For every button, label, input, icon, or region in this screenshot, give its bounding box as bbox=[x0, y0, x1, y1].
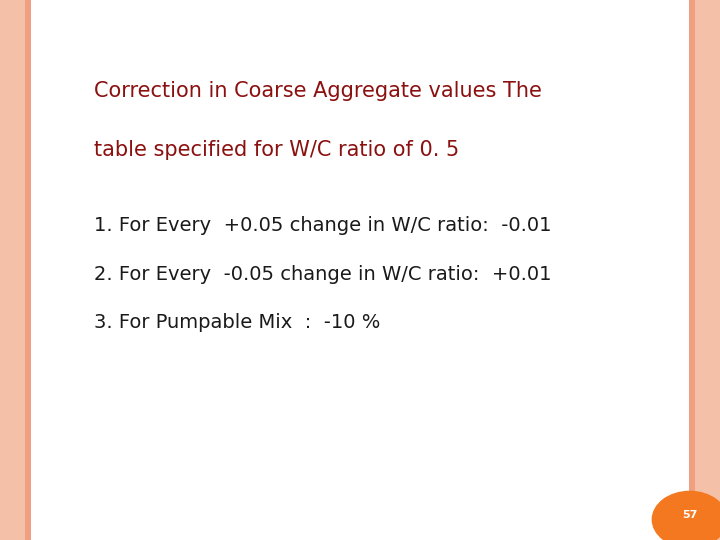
Bar bbox=[0, 0, 29, 540]
Text: 1. For Every  +0.05 change in W/C ratio:  -0.01: 1. For Every +0.05 change in W/C ratio: … bbox=[94, 216, 551, 235]
Bar bbox=[689, 0, 695, 540]
Text: table specified for W/C ratio of 0. 5: table specified for W/C ratio of 0. 5 bbox=[94, 140, 459, 160]
Text: Correction in Coarse Aggregate values The: Correction in Coarse Aggregate values Th… bbox=[94, 81, 541, 101]
Bar bbox=[691, 0, 720, 540]
Text: 2. For Every  -0.05 change in W/C ratio:  +0.01: 2. For Every -0.05 change in W/C ratio: … bbox=[94, 265, 551, 284]
Bar bbox=[25, 0, 31, 540]
Circle shape bbox=[652, 491, 720, 540]
Text: 57: 57 bbox=[682, 510, 698, 520]
Text: 3. For Pumpable Mix  :  -10 %: 3. For Pumpable Mix : -10 % bbox=[94, 313, 380, 332]
